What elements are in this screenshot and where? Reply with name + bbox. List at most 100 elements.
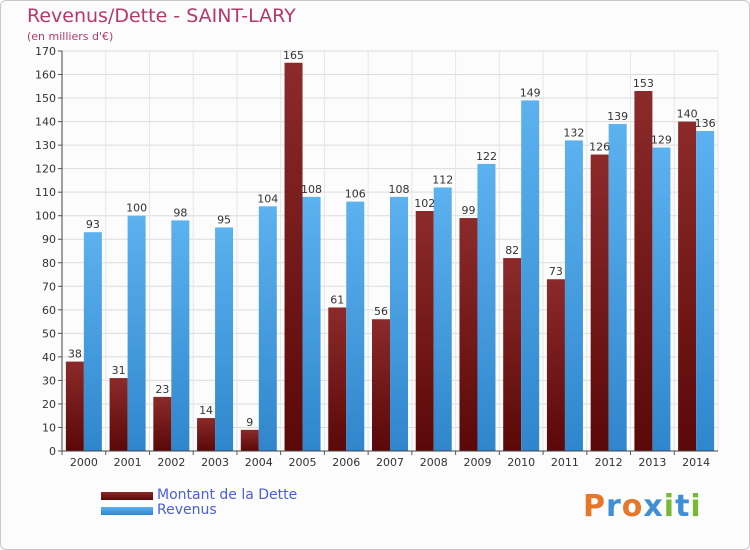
logo-letter: x [643,489,664,524]
x-tick-label: 2014 [682,456,710,469]
logo-letter: i [663,489,676,524]
bar-revenue [564,140,583,452]
x-tick-label: 2009 [463,456,491,469]
bar-revenue [696,131,715,451]
y-tick-label: 130 [35,139,56,152]
bar-revenue [83,232,102,451]
y-tick-label: 100 [35,210,56,223]
data-label-debt: 102 [414,197,435,210]
x-tick-label: 2005 [289,456,317,469]
bar-debt [153,396,172,451]
data-label-revenue: 106 [345,188,366,201]
bars [65,62,715,452]
bar-debt [546,279,565,451]
y-tick-label: 110 [35,186,56,199]
data-label-revenue: 129 [651,133,672,146]
x-tick-label: 2004 [245,456,273,469]
bar-debt [634,91,653,451]
data-label-debt: 38 [68,348,82,361]
data-label-revenue: 98 [173,206,187,219]
x-tick-label: 2011 [551,456,579,469]
proxiti-logo: Proxiti [583,489,702,524]
bar-debt [415,211,434,451]
data-label-debt: 82 [505,244,519,257]
x-tick-label: 2007 [376,456,404,469]
chart-title: Revenus/Dette - SAINT-LARY [27,5,296,27]
data-label-debt: 31 [112,364,126,377]
bar-debt [109,378,128,451]
data-label-revenue: 108 [301,183,322,196]
y-tick-label: 140 [35,116,56,129]
bar-debt [590,154,609,451]
legend-label-debt: Montant de la Dette [157,487,298,503]
y-tick-label: 170 [35,45,56,58]
y-tick-label: 160 [35,69,56,82]
data-label-revenue: 100 [126,202,147,215]
x-tick-label: 2006 [332,456,360,469]
data-label-revenue: 136 [695,117,716,130]
bar-debt [284,62,303,451]
data-label-debt: 61 [330,293,344,306]
y-tick-label: 120 [35,163,56,176]
x-tick-label: 2012 [595,456,623,469]
bar-debt [459,218,478,451]
logo-letter: P [583,489,606,524]
x-tick-label: 2010 [507,456,535,469]
data-label-revenue: 132 [563,126,584,139]
bar-revenue [477,163,496,452]
y-tick-label: 10 [42,421,56,434]
x-tick-label: 2000 [70,456,98,469]
x-tick-label: 2003 [201,456,229,469]
bar-revenue [608,123,627,452]
y-tick-label: 50 [42,327,56,340]
legend-label-revenue: Revenus [157,502,217,518]
y-tick-label: 0 [49,445,56,458]
y-tick-label: 40 [42,351,56,364]
bar-revenue [390,196,408,451]
bar-revenue [171,220,190,451]
y-tick-label: 90 [42,233,56,246]
bar-revenue [521,100,540,451]
bar-revenue [652,147,671,451]
data-label-debt: 73 [549,265,563,278]
data-label-revenue: 93 [86,218,100,231]
bar-debt [503,258,522,451]
bar-revenue [302,196,321,451]
y-tick-label: 70 [42,280,56,293]
data-label-revenue: 108 [389,183,410,196]
data-label-revenue: 112 [432,173,453,186]
data-label-debt: 14 [199,404,213,417]
logo-letter: o [621,489,644,524]
x-tick-label: 2013 [638,456,666,469]
data-label-revenue: 122 [476,150,497,163]
data-label-debt: 140 [677,108,698,121]
data-label-debt: 165 [283,49,304,62]
data-label-revenue: 139 [607,110,628,123]
bar-revenue [127,215,146,451]
bar-debt [65,361,84,451]
x-tick-label: 2001 [114,456,142,469]
bar-debt [372,319,390,451]
y-tick-label: 150 [35,92,56,105]
data-label-debt: 9 [246,416,253,429]
y-tick-label: 80 [42,257,56,270]
axes: 0 10 20 30 40 50 60 70 80 90 100 110 120 130 140 150 160… [35,45,718,469]
legend-swatch-debt [101,492,153,500]
chart-subtitle: (en milliers d'€) [27,30,114,43]
data-label-debt: 99 [461,204,475,217]
data-labels: 38 93 31 100 23 98 14 95 9 104 165 108 61 106 56 108 102… [68,49,716,429]
y-tick-label: 60 [42,304,56,317]
data-label-revenue: 95 [217,213,231,226]
data-label-debt: 23 [155,383,169,396]
data-label-debt: 126 [589,141,610,154]
bar-debt [678,121,697,452]
bar-debt [328,307,347,451]
data-label-revenue: 149 [520,86,541,99]
bar-revenue [346,201,365,451]
x-tick-label: 2008 [420,456,448,469]
bar-debt [240,429,259,451]
logo-letter: i [690,489,702,524]
y-tick-label: 20 [42,398,56,411]
x-tick-label: 2002 [157,456,185,469]
